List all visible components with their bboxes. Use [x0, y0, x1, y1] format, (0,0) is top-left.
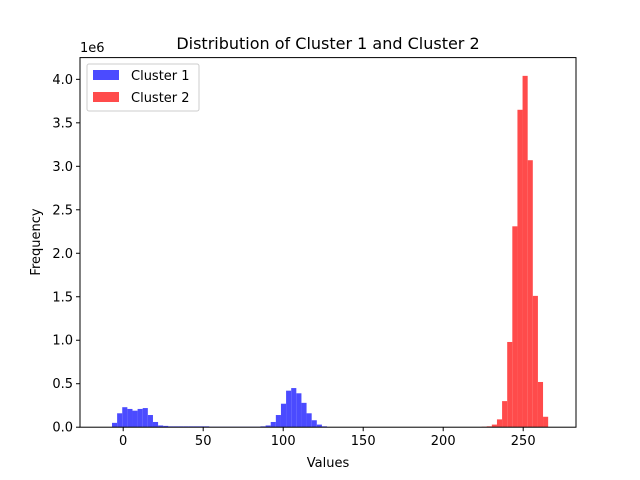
bar-cluster-1 — [132, 410, 138, 428]
x-tick-label: 0 — [119, 434, 127, 449]
bar-cluster-1 — [270, 421, 276, 428]
y-tick-label: 4.0 — [52, 73, 73, 88]
bar-cluster-1 — [142, 408, 148, 428]
bar-cluster-1 — [127, 408, 133, 428]
bar-cluster-1 — [316, 424, 322, 428]
bar-cluster-1 — [158, 425, 164, 428]
bar-cluster-2 — [543, 416, 549, 428]
bar-cluster-2 — [496, 419, 503, 428]
bar-cluster-1 — [296, 393, 302, 428]
bar-cluster-1 — [122, 407, 128, 428]
plot-frame — [79, 57, 577, 428]
y-tick-label: 2.5 — [52, 203, 73, 218]
legend-label-cluster-2: Cluster 2 — [131, 91, 190, 106]
legend: Cluster 1 Cluster 2 — [86, 63, 200, 112]
bar-cluster-1 — [280, 403, 287, 428]
bar-cluster-1 — [112, 422, 118, 428]
bar-cluster-2 — [502, 401, 508, 428]
x-tick-label: 200 — [431, 434, 456, 449]
y-scale-offset-label: 1e6 — [80, 41, 105, 56]
y-axis: 0.0 0.5 1.0 1.5 2.0 2.5 3.0 3.5 4.0 — [52, 73, 80, 436]
y-tick-label: 1.5 — [52, 290, 73, 305]
legend-swatch-cluster-1 — [93, 70, 119, 80]
bar-cluster-1 — [291, 388, 297, 428]
x-tick-label: 250 — [511, 434, 536, 449]
y-tick-label: 3.5 — [52, 116, 73, 131]
bar-cluster-1 — [301, 402, 307, 428]
bar-cluster-1 — [306, 413, 312, 428]
bar-cluster-1 — [286, 390, 292, 428]
bar-cluster-2 — [512, 226, 518, 428]
x-axis: 0 50 100 150 200 250 — [119, 427, 536, 449]
y-tick-label: 1.0 — [52, 334, 73, 349]
bar-cluster-1 — [265, 425, 271, 428]
y-tick-label: 3.0 — [52, 160, 73, 175]
bar-cluster-2 — [491, 424, 497, 428]
y-tick-label: 0.5 — [52, 377, 73, 392]
bar-cluster-1 — [117, 413, 123, 428]
bar-cluster-1 — [152, 421, 159, 428]
bar-cluster-2 — [537, 381, 544, 428]
bar-cluster-1 — [137, 408, 143, 428]
x-tick-label: 150 — [351, 434, 376, 449]
x-tick-label: 100 — [271, 434, 296, 449]
bar-cluster-2 — [517, 109, 523, 428]
bar-cluster-1 — [147, 415, 153, 428]
bar-cluster-2 — [507, 341, 513, 428]
bar-cluster-2 — [522, 75, 528, 428]
y-axis-label: Frequency — [29, 208, 44, 275]
y-tick-label: 0.0 — [52, 421, 73, 436]
x-axis-label: Values — [307, 456, 350, 471]
chart-title: Distribution of Cluster 1 and Cluster 2 — [176, 34, 479, 53]
legend-label-cluster-1: Cluster 1 — [131, 69, 190, 84]
bar-cluster-2 — [527, 160, 533, 428]
bar-cluster-1 — [311, 420, 317, 428]
bar-cluster-2 — [532, 295, 538, 428]
bar-cluster-1 — [163, 425, 169, 428]
x-tick-label: 50 — [195, 434, 212, 449]
bars-layer — [112, 75, 549, 428]
bar-cluster-1 — [275, 415, 281, 428]
y-tick-label: 2.0 — [52, 247, 73, 262]
legend-swatch-cluster-2 — [93, 92, 119, 102]
